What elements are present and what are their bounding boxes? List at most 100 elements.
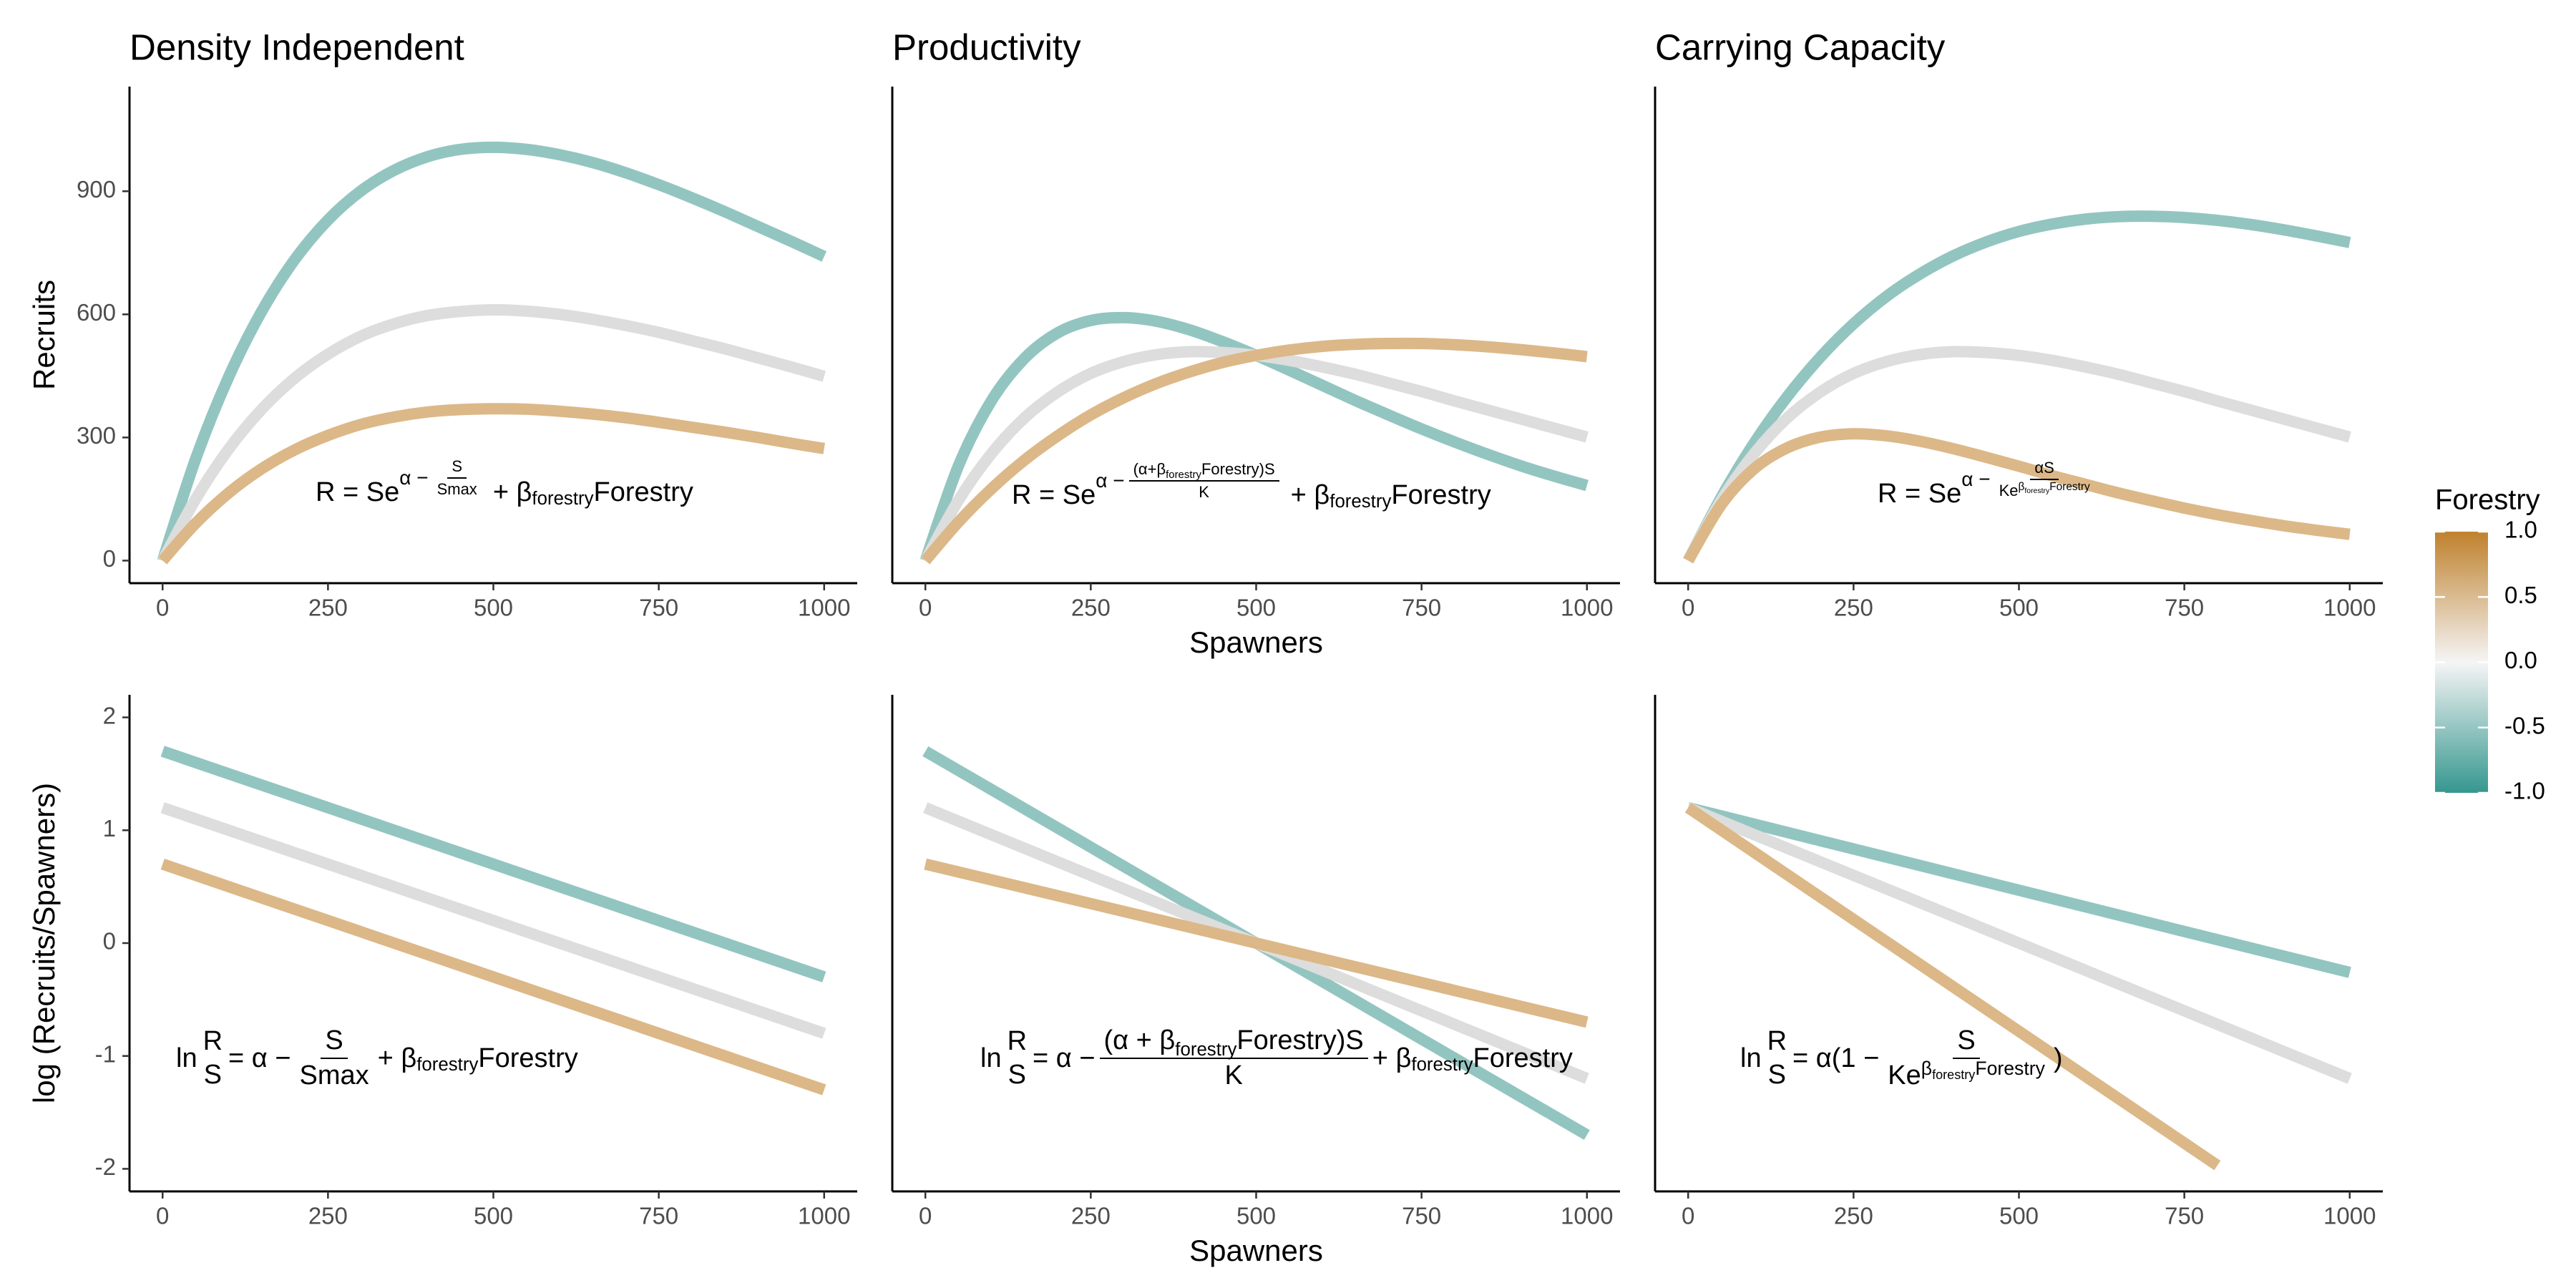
x-tick-label: 1000 [2323, 1203, 2376, 1229]
eq-numerator: S [1953, 1025, 1980, 1059]
eq-text: Ke [1999, 482, 2019, 499]
x-axis-title: Spawners [1189, 1234, 1323, 1267]
eq-text: + β [1290, 479, 1330, 510]
eq-fraction: R S [1763, 1026, 1791, 1091]
eq-fraction: R S [199, 1026, 227, 1091]
x-tick-label: 1000 [2323, 595, 2376, 621]
x-tick-label: 0 [919, 595, 932, 621]
eq-denominator: Smax [436, 480, 477, 498]
x-axis-title: Spawners [1189, 625, 1323, 659]
eq-text: R = Se [1012, 479, 1096, 510]
x-tick-label: 0 [1682, 595, 1694, 621]
eq-fraction: (α+β forestry Forestry)S K [1128, 460, 1279, 502]
series-line [157, 141, 827, 562]
x-tick-label: 250 [308, 595, 348, 621]
eq-text: Ke [1888, 1060, 1921, 1091]
series-line [921, 337, 1588, 565]
eq-numerator: (α + β forestry Forestry)S [1099, 1025, 1368, 1060]
x-tick-label: 500 [1999, 1203, 2039, 1229]
y-tick-label: 600 [77, 299, 116, 326]
y-tick-label: -1 [95, 1040, 116, 1067]
eq-numerator: R [203, 1026, 223, 1056]
x-tick-label: 750 [2165, 1203, 2204, 1229]
eq-exponent: β forestry Forestry [1921, 1057, 2045, 1082]
panel-title: Productivity [892, 26, 1081, 67]
equation: ln R S = α − (α + β forestry Forestry)S K … [980, 1025, 1573, 1091]
y-axis-title: Recruits [27, 280, 61, 390]
eq-text: Forestry [593, 477, 693, 507]
x-tick-label: 1000 [1561, 595, 1613, 621]
eq-denominator: S [1767, 1060, 1786, 1090]
equation: ln R S = α − S Smax + β forestry Forestry [176, 1025, 578, 1091]
panel-title: Carrying Capacity [1655, 26, 1946, 67]
x-tick-label: 250 [308, 1203, 348, 1229]
x-tick-label: 500 [474, 1203, 513, 1229]
eq-denominator: Ke β forestry Forestry [1883, 1057, 2049, 1091]
series-line [160, 802, 826, 1039]
eq-text: β [2018, 481, 2025, 494]
eq-text: ln [980, 1043, 1002, 1073]
x-tick-label: 0 [1682, 1203, 1694, 1229]
eq-text: Forestry [478, 1043, 578, 1073]
eq-text: Forestry [1975, 1057, 2045, 1079]
eq-numerator: (α+β forestry Forestry)S [1128, 460, 1279, 482]
eq-fraction: S Smax [433, 457, 482, 499]
colorbar-tick-label: 0.0 [2504, 647, 2537, 673]
eq-text: Forestry [2049, 481, 2090, 494]
eq-subscript: forestry [532, 488, 594, 509]
x-tick-label: 500 [474, 595, 513, 621]
eq-subscript: forestry [1330, 491, 1392, 512]
equation: ln R S = α(1 − S Ke β forestry Forestry ) [1740, 1025, 2063, 1091]
eq-fraction: S Smax [296, 1025, 374, 1091]
eq-exponent: β forestry Forestry [2018, 481, 2090, 495]
series-line [1687, 801, 2351, 978]
y-tick-label: 2 [103, 702, 116, 728]
eq-fraction: S Ke β forestry Forestry [1883, 1025, 2049, 1091]
eq-text: α − [1961, 468, 1991, 490]
x-tick-label: 750 [2165, 595, 2204, 621]
series-line [1684, 803, 2221, 1171]
eq-numerator: S [321, 1025, 348, 1059]
eq-text: α − [399, 467, 429, 489]
eq-fraction: αS Ke β forestry Forestry [1995, 459, 2094, 500]
eq-denominator: Ke β forestry Forestry [1995, 480, 2094, 500]
eq-subscript: forestry [1166, 469, 1201, 482]
x-tick-label: 750 [639, 595, 678, 621]
series-line [158, 403, 826, 565]
eq-text: α − [1096, 469, 1125, 492]
x-tick-label: 1000 [798, 1203, 850, 1229]
eq-numerator: αS [2030, 459, 2059, 480]
eq-numerator: S [447, 457, 467, 479]
eq-text: Forestry)S [1236, 1025, 1364, 1055]
eq-text: ln [1740, 1043, 1762, 1073]
series-line [157, 304, 826, 564]
eq-denominator: K [1199, 483, 1209, 501]
eq-subscript: forestry [416, 1054, 479, 1075]
eq-denominator: Smax [299, 1060, 369, 1091]
eq-text: = α − [228, 1043, 291, 1073]
x-tick-label: 0 [156, 1203, 169, 1229]
eq-text: R = Se [1878, 478, 1962, 509]
eq-fraction: (α + β forestry Forestry)S K [1099, 1025, 1368, 1091]
eq-denominator: S [203, 1060, 222, 1090]
x-tick-label: 250 [1834, 1203, 1873, 1229]
x-tick-label: 750 [1402, 595, 1441, 621]
x-tick-label: 500 [1236, 595, 1276, 621]
eq-text: Forestry [1473, 1043, 1573, 1073]
equation: R = Se α − αS Ke β forestry Forestry [1878, 459, 2102, 514]
series-line [1686, 802, 2352, 1084]
series-line [1683, 428, 2351, 564]
eq-text: + β [377, 1043, 417, 1073]
eq-exponent: α − αS Ke β forestry Forestry [1961, 459, 2098, 500]
x-tick-label: 0 [919, 1203, 932, 1229]
x-tick-label: 1000 [798, 595, 850, 621]
eq-text: β [1921, 1057, 1933, 1079]
series-line [1683, 210, 2351, 564]
series-line [160, 859, 826, 1096]
eq-text: (α + β [1103, 1025, 1176, 1055]
eq-text: = α − [1033, 1043, 1096, 1073]
eq-text: ) [2053, 1043, 2063, 1073]
x-tick-label: 750 [639, 1203, 678, 1229]
eq-fraction: R S [1003, 1026, 1031, 1091]
